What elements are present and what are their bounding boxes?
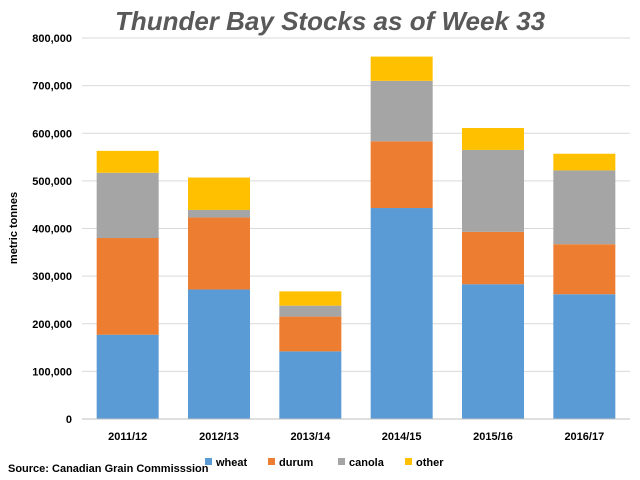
source-note: Source: Canadian Grain Commisssion <box>8 463 209 475</box>
legend-swatch-other <box>405 458 412 465</box>
bar-durum <box>188 217 250 290</box>
y-tick-label: 100,000 <box>32 366 72 378</box>
gridlines <box>82 37 630 372</box>
y-tick-label: 500,000 <box>32 176 72 188</box>
bar-durum <box>96 238 159 335</box>
bar-canola <box>188 209 250 218</box>
y-tick-label: 700,000 <box>32 81 72 93</box>
legend-label-wheat: wheat <box>215 457 248 469</box>
x-tick-label: 2012/13 <box>199 431 239 443</box>
bar-canola <box>462 149 524 232</box>
bar-wheat <box>370 208 433 419</box>
bar-durum <box>370 141 433 209</box>
bar-other <box>553 153 616 171</box>
bar-other <box>96 150 159 173</box>
legend-swatch-durum <box>268 458 275 465</box>
bar-durum <box>279 316 342 352</box>
legend: wheat durum canola other <box>205 457 444 469</box>
legend-swatch-wheat <box>205 458 212 465</box>
bar-canola <box>370 80 433 142</box>
bar-wheat <box>188 289 250 419</box>
y-tick-label: 400,000 <box>32 224 72 236</box>
legend-label-durum: durum <box>279 457 313 469</box>
bar-wheat <box>553 294 616 419</box>
bar-wheat <box>279 351 342 419</box>
bar-other <box>370 56 433 81</box>
bar-durum <box>462 231 524 285</box>
bar-canola <box>96 172 159 239</box>
legend-label-canola: canola <box>349 457 385 469</box>
bar-durum <box>553 244 616 295</box>
bar-wheat <box>462 284 524 419</box>
y-tick-label: 600,000 <box>32 128 72 140</box>
y-axis-label: metric tonnes <box>8 192 20 264</box>
bars <box>96 56 616 419</box>
axes: 0 100,000 200,000 300,000 400,000 500,000 600,… <box>32 33 630 443</box>
y-tick-label: 0 <box>66 414 72 426</box>
legend-label-other: other <box>416 457 444 469</box>
y-tick-label: 200,000 <box>32 319 72 331</box>
x-tick-label: 2014/15 <box>382 431 422 443</box>
bar-canola <box>279 305 342 317</box>
bar-other <box>462 128 524 150</box>
x-tick-label: 2015/16 <box>473 431 513 443</box>
chart-title: Thunder Bay Stocks as of Week 33 <box>115 6 546 36</box>
legend-swatch-canola <box>338 458 345 465</box>
bar-other <box>279 291 342 306</box>
bar-other <box>188 177 250 210</box>
x-tick-label: 2016/17 <box>564 431 604 443</box>
bar-canola <box>553 170 616 245</box>
x-tick-label: 2011/12 <box>108 431 147 443</box>
x-tick-label: 2013/14 <box>290 431 331 443</box>
y-tick-label: 800,000 <box>32 33 72 45</box>
bar-wheat <box>96 334 159 419</box>
y-tick-label: 300,000 <box>32 271 72 283</box>
